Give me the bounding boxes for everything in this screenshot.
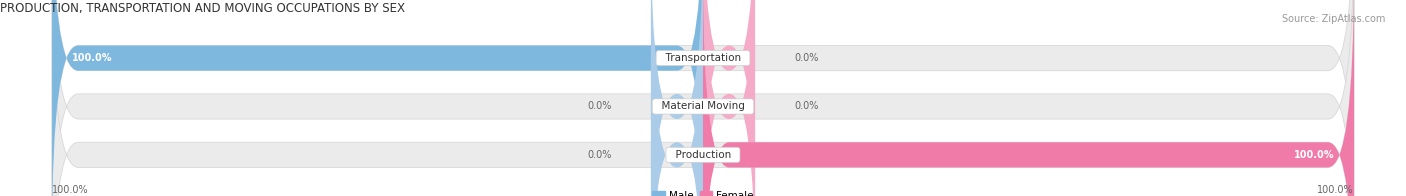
FancyBboxPatch shape — [52, 0, 1354, 196]
Text: Production: Production — [669, 150, 737, 160]
Text: 100.0%: 100.0% — [1317, 185, 1354, 195]
Text: Transportation: Transportation — [658, 53, 748, 63]
Text: 0.0%: 0.0% — [588, 150, 612, 160]
FancyBboxPatch shape — [52, 0, 1354, 196]
FancyBboxPatch shape — [52, 0, 703, 196]
Legend: Male, Female: Male, Female — [652, 191, 754, 196]
Text: 100.0%: 100.0% — [72, 53, 112, 63]
Text: PRODUCTION, TRANSPORTATION AND MOVING OCCUPATIONS BY SEX: PRODUCTION, TRANSPORTATION AND MOVING OC… — [0, 2, 405, 15]
Text: Source: ZipAtlas.com: Source: ZipAtlas.com — [1281, 14, 1385, 24]
Text: 0.0%: 0.0% — [794, 102, 818, 112]
Text: Material Moving: Material Moving — [655, 102, 751, 112]
FancyBboxPatch shape — [703, 0, 755, 196]
Text: 100.0%: 100.0% — [1294, 150, 1334, 160]
FancyBboxPatch shape — [52, 0, 1354, 196]
FancyBboxPatch shape — [703, 0, 755, 196]
Text: 100.0%: 100.0% — [52, 185, 89, 195]
Text: 0.0%: 0.0% — [588, 102, 612, 112]
Text: 0.0%: 0.0% — [794, 53, 818, 63]
FancyBboxPatch shape — [651, 0, 703, 196]
FancyBboxPatch shape — [703, 0, 1354, 196]
FancyBboxPatch shape — [651, 0, 703, 196]
